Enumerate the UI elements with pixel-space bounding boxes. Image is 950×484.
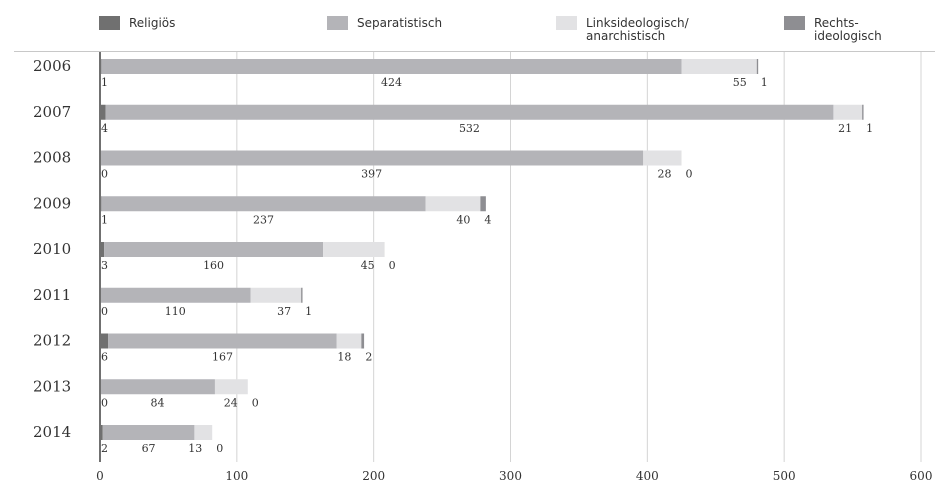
category-label-2012: 2012 xyxy=(33,332,71,350)
bar-2006-series-3 xyxy=(756,59,759,74)
value-label-2007-series-2: 21 xyxy=(838,122,852,135)
bar-2014-series-0 xyxy=(100,425,103,440)
value-label-2007-series-0: 4 xyxy=(101,122,108,135)
legend-swatch-1 xyxy=(327,16,348,30)
category-label-2013: 2013 xyxy=(33,377,71,395)
x-tick-label-300: 300 xyxy=(499,469,522,483)
bar-2008-series-1 xyxy=(100,150,644,166)
bar-2009-series-1 xyxy=(101,196,426,212)
bar-2007-series-0 xyxy=(100,104,106,120)
bar-2009-series-3 xyxy=(480,196,486,212)
bar-2006-series-2 xyxy=(681,59,757,74)
bar-2010-series-0 xyxy=(100,242,105,257)
bar-2012-series-0 xyxy=(100,333,109,349)
x-tick-label-400: 400 xyxy=(636,469,659,483)
bar-2012-series-3 xyxy=(361,333,365,349)
x-tick-label-0: 0 xyxy=(96,469,104,483)
value-label-2011-series-0: 0 xyxy=(101,305,108,318)
category-label-2008: 2008 xyxy=(33,149,71,167)
value-label-2007-series-3: 1 xyxy=(866,122,873,135)
value-label-2008-series-2: 28 xyxy=(658,168,672,181)
bar-2011-series-2 xyxy=(250,287,302,303)
bar-2011-series-1 xyxy=(100,287,251,303)
x-tick-label-200: 200 xyxy=(362,469,385,483)
legend-label-3-1: ideologisch xyxy=(814,29,882,43)
legend-swatch-2 xyxy=(556,16,577,30)
bar-2013-series-1 xyxy=(100,379,215,395)
legend-label-1-0: Separatistisch xyxy=(357,16,442,30)
bar-2007-series-3 xyxy=(862,104,864,120)
legend: Religiös Separatistisch Linksideologisch/a… xyxy=(99,16,882,43)
value-label-2007-series-1: 532 xyxy=(459,122,480,135)
value-label-2006-series-1: 424 xyxy=(381,76,402,89)
value-label-2010-series-2: 45 xyxy=(361,259,375,272)
x-tick-label-500: 500 xyxy=(773,469,796,483)
legend-label-3-0: Rechts- xyxy=(814,16,859,30)
value-label-2009-series-3: 4 xyxy=(484,213,491,226)
value-label-2010-series-1: 160 xyxy=(203,259,224,272)
bar-2014-series-1 xyxy=(102,425,195,440)
value-label-2011-series-1: 110 xyxy=(165,305,186,318)
bar-2013-series-2 xyxy=(214,379,248,395)
bars: 1 424 55 14 532 21 10 397 28 01 237 40 43 160 45 00 110 3… xyxy=(100,59,873,455)
category-label-2007: 2007 xyxy=(33,103,71,121)
category-label-2011: 2011 xyxy=(33,286,71,304)
value-label-2006-series-3: 1 xyxy=(761,76,768,89)
value-label-2008-series-1: 397 xyxy=(361,168,382,181)
bar-2009-series-2 xyxy=(425,196,481,212)
bar-2011-series-3 xyxy=(301,287,303,303)
value-label-2013-series-2: 24 xyxy=(224,396,238,409)
value-label-2013-series-1: 84 xyxy=(150,396,164,409)
value-label-2012-series-3: 2 xyxy=(365,351,372,364)
value-label-2008-series-0: 0 xyxy=(101,168,108,181)
value-label-2013-series-0: 0 xyxy=(101,396,108,409)
bar-2014-series-2 xyxy=(194,425,213,440)
legend-swatch-3 xyxy=(784,16,805,30)
category-label-2006: 2006 xyxy=(33,57,71,75)
x-tick-label-100: 100 xyxy=(225,469,248,483)
bar-2007-series-1 xyxy=(105,104,834,120)
value-label-2011-series-2: 37 xyxy=(277,305,291,318)
legend-label-2-1: anarchistisch xyxy=(586,29,665,43)
value-label-2014-series-2: 13 xyxy=(188,442,202,455)
value-label-2012-series-0: 6 xyxy=(101,351,108,364)
value-label-2010-series-0: 3 xyxy=(101,259,108,272)
legend-swatch-0 xyxy=(99,16,120,30)
bar-2012-series-1 xyxy=(108,333,337,349)
x-tick-label-600: 600 xyxy=(910,469,933,483)
category-label-2014: 2014 xyxy=(33,423,71,441)
category-label-2010: 2010 xyxy=(33,240,71,258)
bar-2010-series-1 xyxy=(104,242,324,257)
value-label-2009-series-2: 40 xyxy=(456,213,470,226)
bar-2008-series-2 xyxy=(643,150,682,166)
bar-2007-series-2 xyxy=(833,104,863,120)
value-label-2012-series-2: 18 xyxy=(337,351,351,364)
value-label-2008-series-3: 0 xyxy=(686,168,693,181)
value-label-2006-series-2: 55 xyxy=(733,76,747,89)
bar-2010-series-2 xyxy=(323,242,385,257)
legend-label-0-0: Religiös xyxy=(129,16,175,30)
value-label-2013-series-3: 0 xyxy=(252,396,259,409)
value-label-2006-series-0: 1 xyxy=(101,76,108,89)
value-label-2009-series-1: 237 xyxy=(253,213,274,226)
category-label-2009: 2009 xyxy=(33,194,71,212)
value-label-2014-series-0: 2 xyxy=(101,442,108,455)
value-label-2011-series-3: 1 xyxy=(305,305,312,318)
value-label-2014-series-1: 67 xyxy=(142,442,156,455)
legend-label-2-0: Linksideologisch/ xyxy=(586,16,690,30)
value-label-2014-series-3: 0 xyxy=(216,442,223,455)
bar-2006-series-1 xyxy=(101,59,682,74)
value-label-2012-series-1: 167 xyxy=(212,351,233,364)
grid xyxy=(14,51,935,462)
value-label-2010-series-3: 0 xyxy=(389,259,396,272)
bar-2012-series-2 xyxy=(336,333,362,349)
value-label-2009-series-0: 1 xyxy=(101,213,108,226)
